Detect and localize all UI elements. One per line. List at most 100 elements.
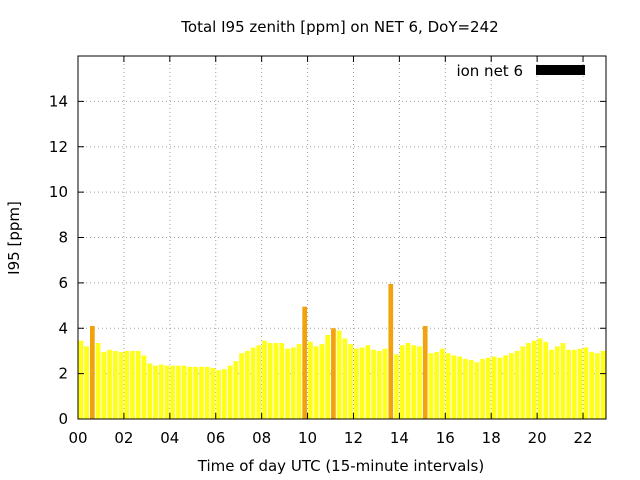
bar bbox=[95, 342, 101, 419]
bar bbox=[193, 366, 199, 419]
bar bbox=[118, 352, 124, 419]
y-tick-label: 14 bbox=[49, 92, 68, 110]
bar bbox=[405, 342, 411, 419]
bar bbox=[583, 347, 589, 419]
bar bbox=[554, 346, 560, 419]
bar bbox=[376, 350, 382, 419]
x-tick-labels: 00 02 04 06 08 10 12 14 16 18 20 22 bbox=[68, 429, 592, 447]
bar bbox=[112, 350, 118, 419]
bar bbox=[417, 346, 422, 419]
ticks bbox=[77, 56, 606, 420]
bar bbox=[543, 341, 549, 419]
bar bbox=[244, 350, 250, 419]
bar bbox=[531, 340, 537, 419]
bar bbox=[497, 357, 503, 419]
bar bbox=[296, 344, 302, 419]
bar bbox=[199, 366, 204, 419]
bar bbox=[141, 355, 147, 419]
bar bbox=[572, 349, 577, 419]
bar bbox=[227, 365, 233, 419]
bar bbox=[348, 344, 353, 419]
bar bbox=[84, 346, 89, 419]
bar bbox=[176, 365, 181, 419]
bar bbox=[365, 345, 371, 419]
bar bbox=[388, 284, 394, 419]
bar bbox=[267, 342, 273, 419]
bar bbox=[359, 347, 365, 419]
x-tick-label: 14 bbox=[390, 429, 409, 447]
bar bbox=[89, 325, 95, 419]
x-tick-label: 08 bbox=[252, 429, 271, 447]
bar bbox=[600, 350, 606, 419]
bar bbox=[371, 349, 376, 419]
x-tick-label: 18 bbox=[482, 429, 501, 447]
legend-swatch bbox=[536, 65, 585, 75]
bar bbox=[434, 352, 440, 419]
y-tick-label: 12 bbox=[49, 138, 68, 156]
bar bbox=[78, 340, 84, 419]
chart-title: Total I95 zenith [ppm] on NET 6, DoY=242 bbox=[180, 18, 498, 36]
bar bbox=[480, 358, 485, 419]
bar bbox=[273, 342, 279, 419]
bar bbox=[468, 360, 474, 419]
bar bbox=[262, 340, 267, 419]
bar bbox=[279, 342, 285, 419]
bar bbox=[325, 335, 331, 419]
x-tick-label: 20 bbox=[528, 429, 547, 447]
bar bbox=[451, 355, 457, 419]
x-tick-label: 04 bbox=[160, 429, 179, 447]
y-tick-label: 4 bbox=[58, 319, 68, 337]
bar bbox=[549, 349, 554, 419]
bar bbox=[187, 366, 193, 419]
x-tick-label: 06 bbox=[206, 429, 225, 447]
bar bbox=[440, 348, 445, 419]
bar bbox=[331, 328, 336, 419]
bar bbox=[491, 356, 497, 419]
bar bbox=[589, 352, 595, 419]
bar bbox=[158, 364, 164, 419]
bar bbox=[411, 345, 417, 419]
bar bbox=[537, 338, 543, 419]
y-tick-label: 10 bbox=[49, 183, 68, 201]
bar bbox=[153, 365, 158, 419]
bar bbox=[422, 325, 428, 419]
bar bbox=[485, 357, 491, 419]
bar bbox=[336, 330, 342, 419]
bar bbox=[250, 347, 256, 419]
bar bbox=[526, 342, 531, 419]
bar bbox=[302, 306, 308, 419]
bar bbox=[514, 350, 520, 419]
bar bbox=[256, 345, 262, 419]
x-tick-label: 12 bbox=[344, 429, 363, 447]
bar bbox=[313, 346, 319, 419]
bar bbox=[147, 363, 153, 419]
legend-label: ion net 6 bbox=[456, 62, 523, 80]
bar bbox=[566, 349, 572, 419]
bar bbox=[595, 353, 600, 419]
bar bbox=[457, 356, 463, 419]
bar bbox=[577, 348, 583, 419]
y-tick-label: 2 bbox=[58, 365, 68, 383]
bar bbox=[135, 350, 141, 419]
bar bbox=[463, 358, 468, 419]
legend: ion net 6 bbox=[456, 62, 585, 80]
y-tick-label: 0 bbox=[58, 410, 68, 428]
x-tick-label: 02 bbox=[114, 429, 133, 447]
bar bbox=[353, 348, 359, 419]
bar bbox=[342, 338, 348, 419]
bars bbox=[78, 284, 606, 419]
bar bbox=[503, 355, 508, 419]
bar bbox=[308, 341, 313, 419]
bar bbox=[394, 354, 399, 419]
x-tick-label: 00 bbox=[68, 429, 87, 447]
bar bbox=[239, 353, 244, 419]
bar bbox=[216, 370, 221, 419]
bar bbox=[107, 349, 112, 419]
bar bbox=[164, 365, 170, 419]
y-tick-label: 6 bbox=[58, 274, 68, 292]
x-axis-label: Time of day UTC (15-minute intervals) bbox=[197, 457, 484, 475]
bar bbox=[124, 350, 130, 419]
bar bbox=[474, 362, 480, 419]
bar bbox=[445, 353, 451, 419]
